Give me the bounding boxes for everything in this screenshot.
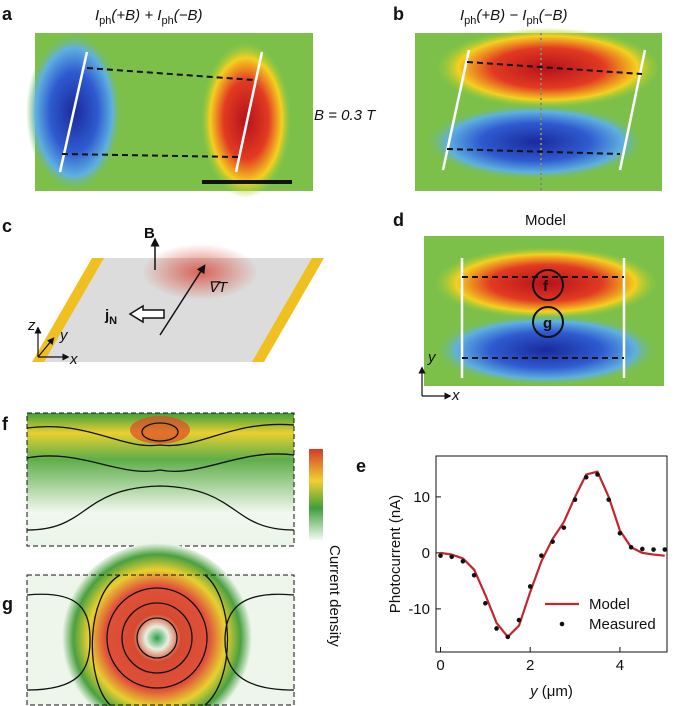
x-label-part: (μm) bbox=[538, 683, 573, 700]
measured-point bbox=[438, 553, 443, 558]
y-axis-label: Photocurrent (nA) bbox=[387, 495, 404, 613]
panel-label: c bbox=[2, 216, 12, 236]
schematic-c bbox=[32, 237, 324, 362]
axis-y: y bbox=[427, 349, 437, 366]
measured-point bbox=[583, 474, 589, 480]
axis-x: x bbox=[451, 387, 460, 404]
title-part: ph bbox=[526, 15, 538, 27]
colorbar bbox=[309, 449, 323, 540]
title-part: ph bbox=[464, 15, 476, 27]
legend-swatch bbox=[559, 621, 565, 627]
measured-point bbox=[617, 530, 623, 536]
measured-point bbox=[651, 547, 656, 552]
measured-point bbox=[628, 544, 634, 550]
field-label: B = 0.3 T bbox=[314, 107, 377, 124]
title-part: I bbox=[157, 7, 161, 24]
j-part: j bbox=[104, 307, 109, 324]
colorbar-label: Current density bbox=[326, 545, 343, 647]
measured-point bbox=[572, 497, 578, 502]
title-part: (+B) − bbox=[476, 7, 522, 24]
marker-label: f bbox=[543, 278, 549, 295]
panel-label: a bbox=[2, 4, 13, 24]
title-part: I bbox=[95, 7, 99, 24]
title-part: I bbox=[522, 7, 526, 24]
j-part: N bbox=[109, 315, 117, 327]
measured-point bbox=[550, 539, 555, 544]
measured-point bbox=[561, 525, 567, 530]
panel-label: d bbox=[393, 210, 404, 230]
plot-frame bbox=[435, 455, 668, 653]
j-label: jN bbox=[104, 307, 117, 327]
streamlines-f bbox=[26, 412, 295, 547]
measured-point bbox=[505, 634, 511, 640]
measured-point bbox=[460, 558, 466, 564]
y-tick-label: -10 bbox=[408, 601, 430, 618]
panel-label: e bbox=[356, 456, 366, 476]
heatmap-a bbox=[26, 32, 313, 198]
panel-label: g bbox=[2, 594, 13, 614]
measured-point bbox=[483, 600, 488, 606]
axis-x: x bbox=[69, 351, 78, 368]
title-part: (−B) bbox=[174, 7, 203, 24]
panel-title: Iph(+B) + Iph(−B) bbox=[95, 7, 202, 27]
panel-title: Model bbox=[525, 212, 566, 229]
marker-label: g bbox=[543, 315, 552, 332]
legend-label: Model bbox=[589, 596, 630, 613]
axis-z: z bbox=[27, 317, 36, 334]
panel-label: f bbox=[2, 414, 9, 434]
panel-title: Iph(+B) − Iph(−B) bbox=[460, 7, 567, 27]
y-tick-label: 0 bbox=[422, 545, 430, 562]
title-part: (−B) bbox=[539, 7, 568, 24]
title-part: I bbox=[460, 7, 464, 24]
heatmap-d bbox=[418, 236, 664, 400]
x-tick-label: 4 bbox=[616, 657, 624, 674]
measured-point bbox=[471, 572, 477, 578]
panel-label: b bbox=[393, 4, 404, 24]
measured-point bbox=[539, 553, 544, 558]
x-label-part: y bbox=[529, 683, 539, 700]
axis-y: y bbox=[59, 327, 69, 344]
measured-point bbox=[527, 584, 533, 589]
chart-e: e 0 2 4 -10 0 10 Photocurrent (nA) y (μm) Model Me… bbox=[356, 455, 668, 700]
title-part: ph bbox=[161, 15, 173, 27]
streamlines-g bbox=[26, 543, 295, 706]
heatmap-b bbox=[415, 28, 662, 191]
measured-point bbox=[494, 626, 499, 631]
measured-point bbox=[595, 472, 600, 477]
measured-point bbox=[606, 497, 611, 502]
x-axis-label: y (μm) bbox=[529, 683, 573, 700]
x-tick-label: 2 bbox=[526, 657, 534, 674]
legend-label: Measured bbox=[589, 616, 656, 633]
x-tick-label: 0 bbox=[436, 657, 444, 674]
title-part: (+B) + bbox=[111, 7, 157, 24]
measured-point bbox=[449, 554, 454, 560]
title-part: ph bbox=[99, 15, 111, 27]
measured-point bbox=[662, 547, 668, 552]
b-label: B bbox=[144, 225, 155, 242]
y-tick-label: 10 bbox=[413, 489, 430, 506]
model-line bbox=[440, 470, 665, 639]
measured-point bbox=[516, 617, 522, 623]
measured-point bbox=[640, 546, 645, 552]
grad-label: ∇T bbox=[208, 279, 229, 296]
